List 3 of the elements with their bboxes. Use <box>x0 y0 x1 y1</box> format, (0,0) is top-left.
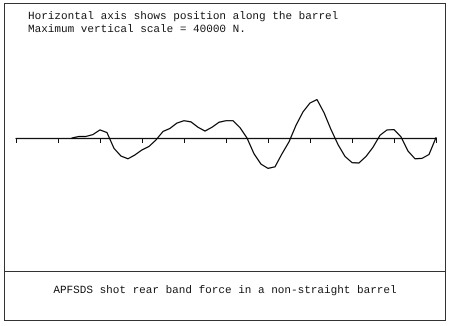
text: Maximum vertical scale = 40000 N. <box>28 24 247 37</box>
text: Horizontal axis shows position along the barrel <box>28 11 338 24</box>
text: APFSDS shot rear band force in a non-straight barrel <box>52 285 398 297</box>
